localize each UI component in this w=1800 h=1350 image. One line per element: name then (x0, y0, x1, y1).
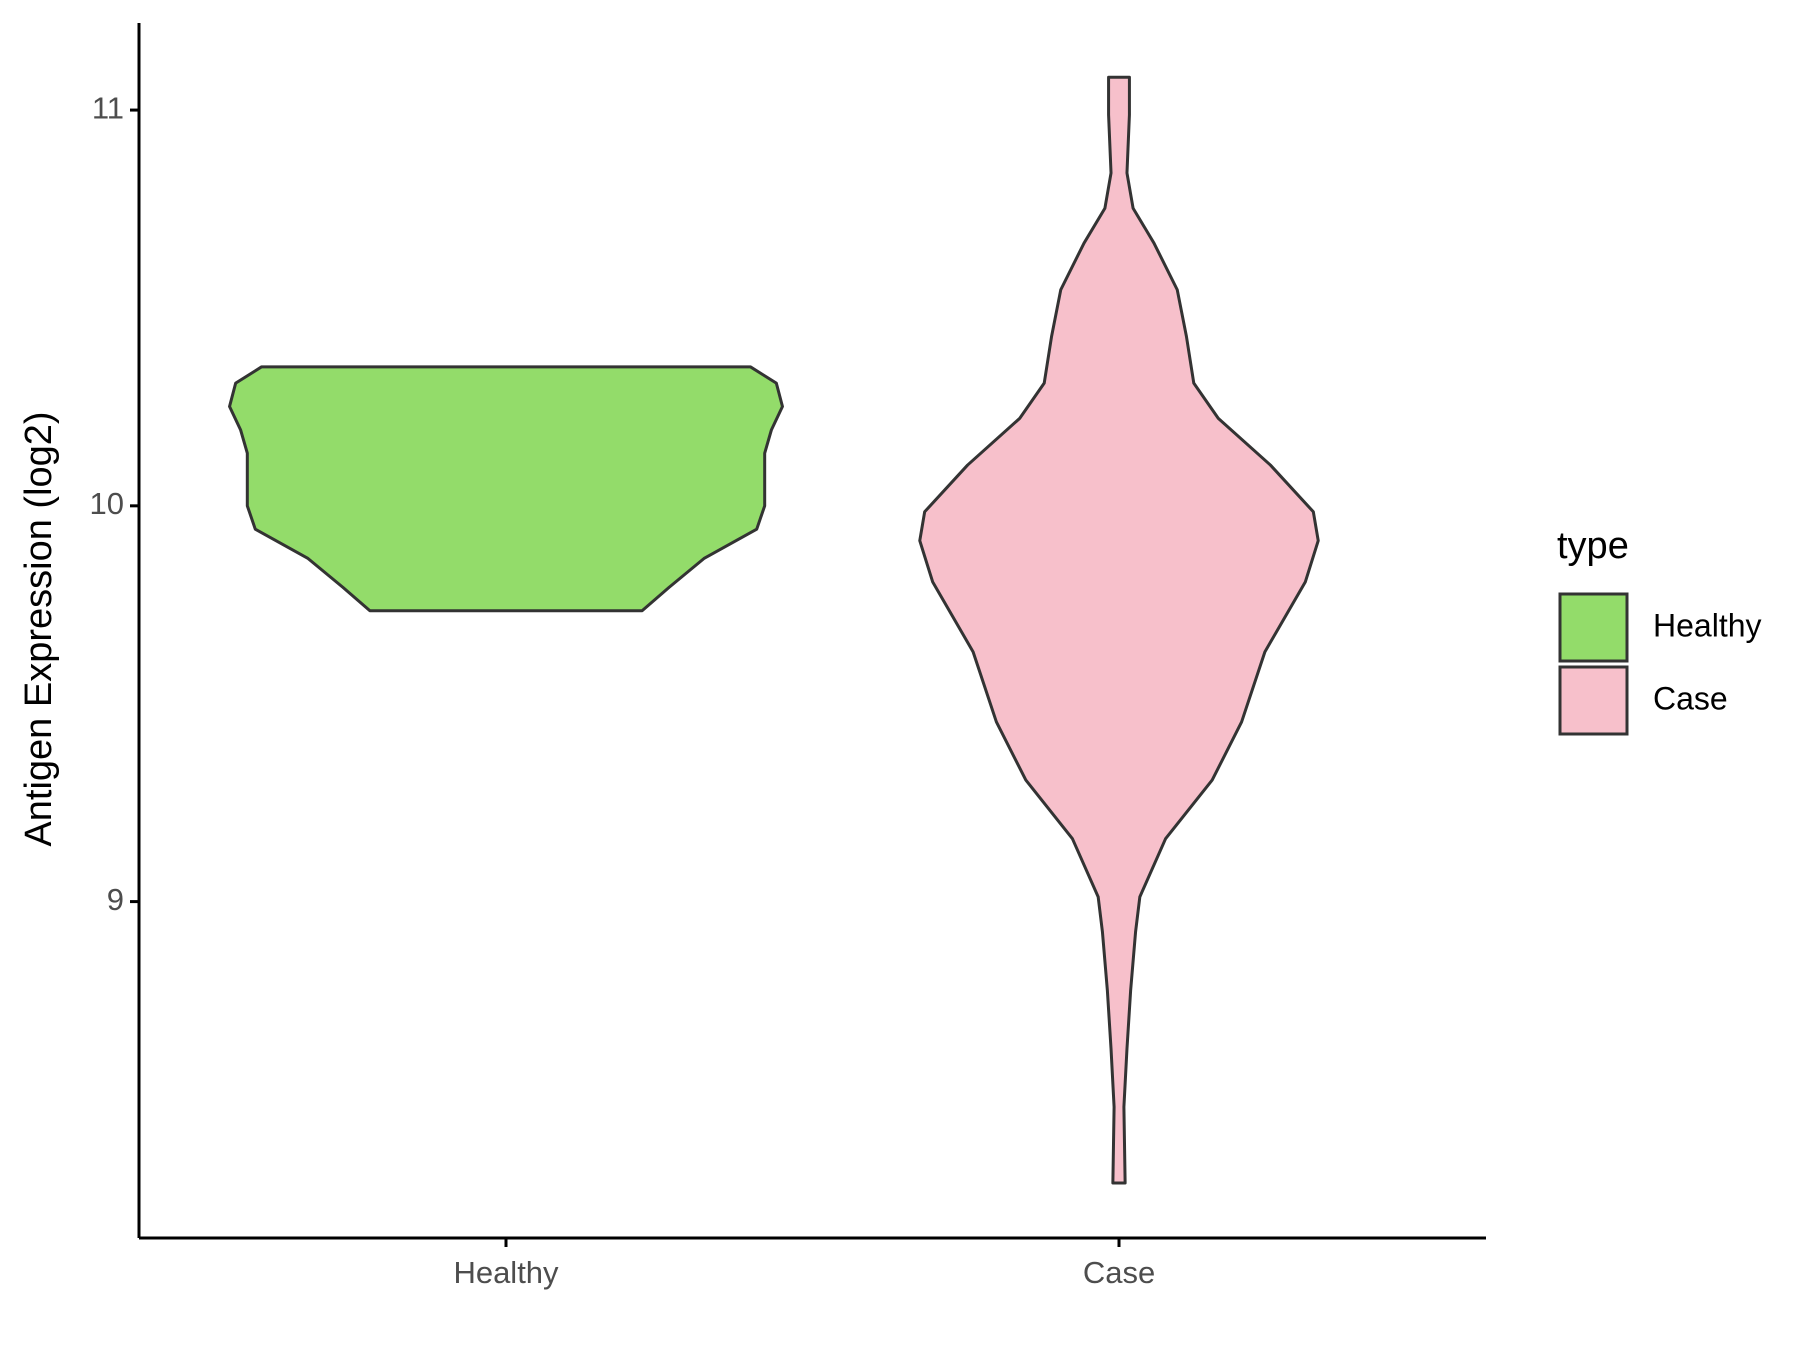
violin (228, 365, 784, 613)
legend-label: Healthy (1653, 607, 1762, 643)
y-tick-label: 10 (90, 486, 124, 521)
violin (918, 75, 1320, 1185)
y-axis-title: Antigen Expression (log2) (18, 411, 60, 846)
legend-title: type (1557, 525, 1629, 567)
legend-key (1558, 665, 1629, 736)
y-tick-label: 9 (107, 882, 124, 917)
legend-key (1558, 592, 1629, 663)
x-tick-label: Case (1083, 1255, 1155, 1290)
x-tick-label: Healthy (453, 1255, 559, 1290)
legend-label: Case (1653, 680, 1728, 716)
y-tick-label: 11 (92, 90, 124, 125)
